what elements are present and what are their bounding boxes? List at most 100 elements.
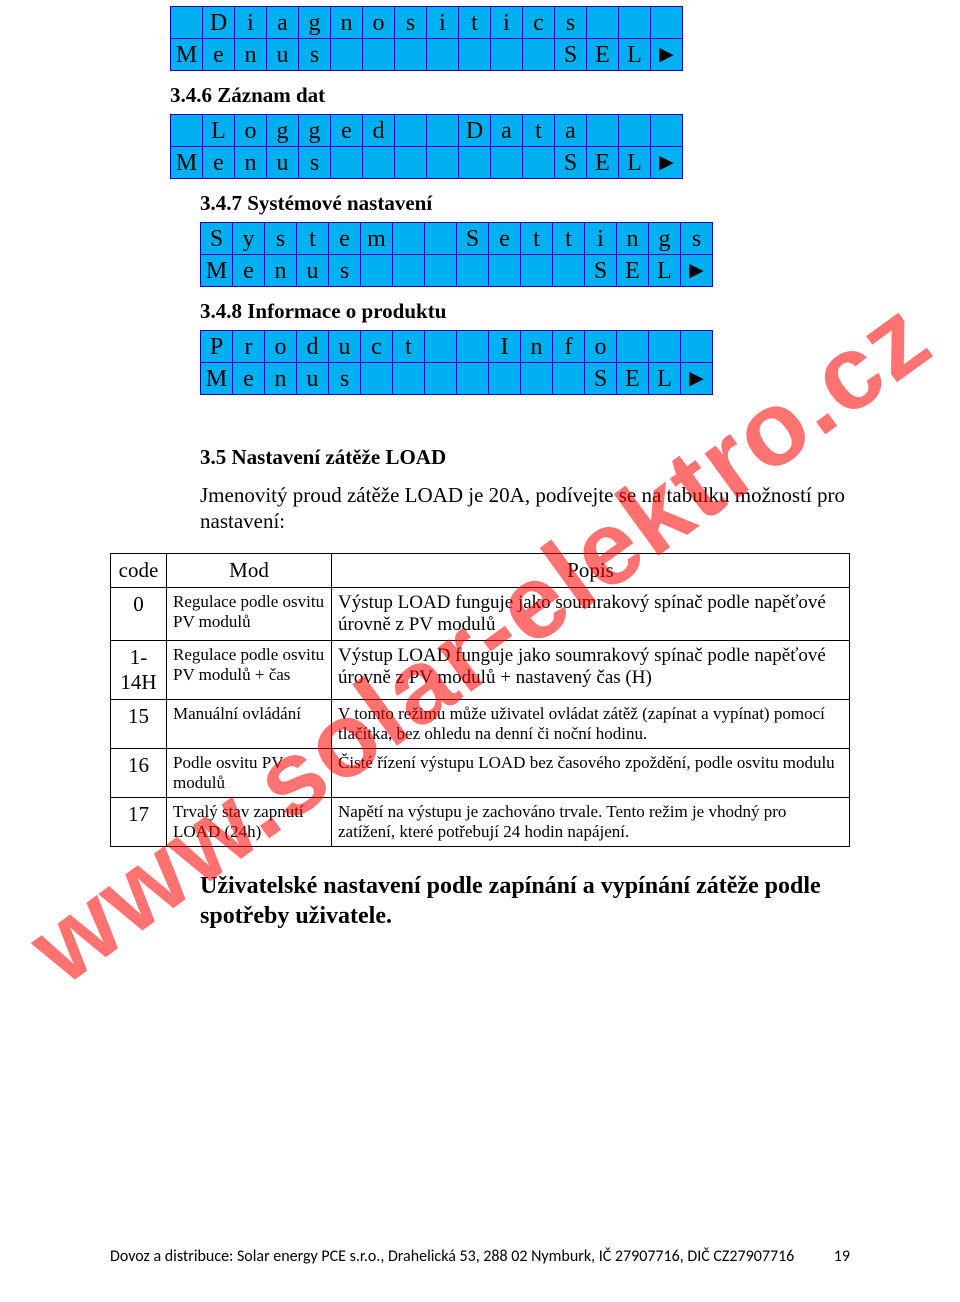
lcd-cell: d [363,115,395,147]
lcd-cell [587,7,619,39]
lcd-cell: ► [681,363,713,395]
lcd-cell [521,363,553,395]
lcd-cell: s [299,39,331,71]
lcd-cell [619,7,651,39]
lcd-cell: o [585,331,617,363]
lcd-cell: d [297,331,329,363]
lcd-cell: t [521,223,553,255]
lcd-cell: e [329,223,361,255]
lcd-cell [459,147,491,179]
lcd-cell: ► [651,147,683,179]
lcd-cell [395,147,427,179]
lcd-cell [523,39,555,71]
cell-code: 15 [111,699,167,748]
lcd-display: Logged Data Menus SEL► [170,114,683,179]
lcd-cell: D [459,115,491,147]
lcd-cell [361,363,393,395]
lcd-cell: r [233,331,265,363]
cell-code: 0 [111,587,167,640]
lcd-cell: S [555,39,587,71]
table-row: 1-14HRegulace podle osvitu PV modulů + č… [111,640,850,699]
lcd-cell: n [235,147,267,179]
lcd-cell: E [617,363,649,395]
page-content: Diagnositics Menus SEL►3.4.6 Záznam dat … [0,6,960,931]
footer-text: Dovoz a distribuce: Solar energy PCE s.r… [110,1247,794,1266]
lcd-cell: e [203,147,235,179]
lcd-display: System SettingsMenus SEL► [200,222,713,287]
lcd-cell: g [299,7,331,39]
lcd-cell: a [491,115,523,147]
lcd-cell [393,363,425,395]
lcd-cell [523,147,555,179]
lcd-cell: a [267,7,299,39]
lcd-cell: i [585,223,617,255]
cell-popis: Výstup LOAD funguje jako soumrakový spín… [332,640,850,699]
lcd-cell: t [459,7,491,39]
lcd-cell: n [265,363,297,395]
cell-mod: Regulace podle osvitu PV modulů + čas [167,640,332,699]
lcd-cell: t [523,115,555,147]
lcd-cell: E [587,147,619,179]
lcd-cell [425,363,457,395]
lcd-cell: e [489,223,521,255]
lcd-cell [427,39,459,71]
lcd-cell: M [201,363,233,395]
lcd-cell: E [617,255,649,287]
lcd-cell [363,147,395,179]
lcd-cell [393,255,425,287]
lcd-cell: s [555,7,587,39]
lcd-cell: s [329,255,361,287]
lcd-cell [491,147,523,179]
section-heading: 3.4.6 Záznam dat [170,83,850,108]
lcd-cell: g [267,115,299,147]
lcd-cell [425,331,457,363]
footer: Dovoz a distribuce: Solar energy PCE s.r… [110,1247,850,1266]
user-settings-heading: Uživatelské nastavení podle zapínání a v… [200,871,850,931]
lcd-cell: g [299,115,331,147]
lcd-cell: e [233,255,265,287]
lcd-cell: P [201,331,233,363]
table-row: 16Podle osvitu PV modulůČisté řízení výs… [111,748,850,797]
th-code: code [111,553,167,587]
lcd-cell: M [171,39,203,71]
lcd-cell [649,331,681,363]
lcd-cell: a [555,115,587,147]
lcd-cell: o [265,331,297,363]
lcd-cell: L [619,147,651,179]
lcd-cell [459,39,491,71]
load-heading: 3.5 Nastavení zátěže LOAD [200,445,850,470]
lcd-cell: s [681,223,713,255]
lcd-display: Product Info Menus SEL► [200,330,713,395]
lcd-cell [427,147,459,179]
lcd-cell: t [297,223,329,255]
lcd-cell: M [201,255,233,287]
lcd-cell [617,331,649,363]
lcd-cell: L [619,39,651,71]
lcd-cell: D [203,7,235,39]
cell-popis: Čisté řízení výstupu LOAD bez časového z… [332,748,850,797]
lcd-cell [171,115,203,147]
lcd-cell: L [649,255,681,287]
cell-mod: Podle osvitu PV modulů [167,748,332,797]
section-heading: 3.4.8 Informace o produktu [200,299,850,324]
lcd-cell [331,147,363,179]
lcd-cell [361,255,393,287]
lcd-cell: n [521,331,553,363]
lcd-cell: e [233,363,265,395]
cell-popis: Napětí na výstupu je zachováno trvale. T… [332,797,850,846]
cell-popis: V tomto režimu může uživatel ovládat zát… [332,699,850,748]
lcd-cell: o [363,7,395,39]
lcd-cell: S [457,223,489,255]
lcd-cell [587,115,619,147]
lcd-display: Diagnositics Menus SEL► [170,6,683,71]
th-popis: Popis [332,553,850,587]
lcd-cell: i [491,7,523,39]
lcd-cell: g [649,223,681,255]
cell-code: 16 [111,748,167,797]
lcd-cell: i [427,7,459,39]
lcd-cell: S [585,363,617,395]
lcd-cell: I [489,331,521,363]
cell-code: 17 [111,797,167,846]
load-body: Jmenovitý proud zátěže LOAD je 20A, podí… [200,482,850,535]
lcd-cell [393,223,425,255]
